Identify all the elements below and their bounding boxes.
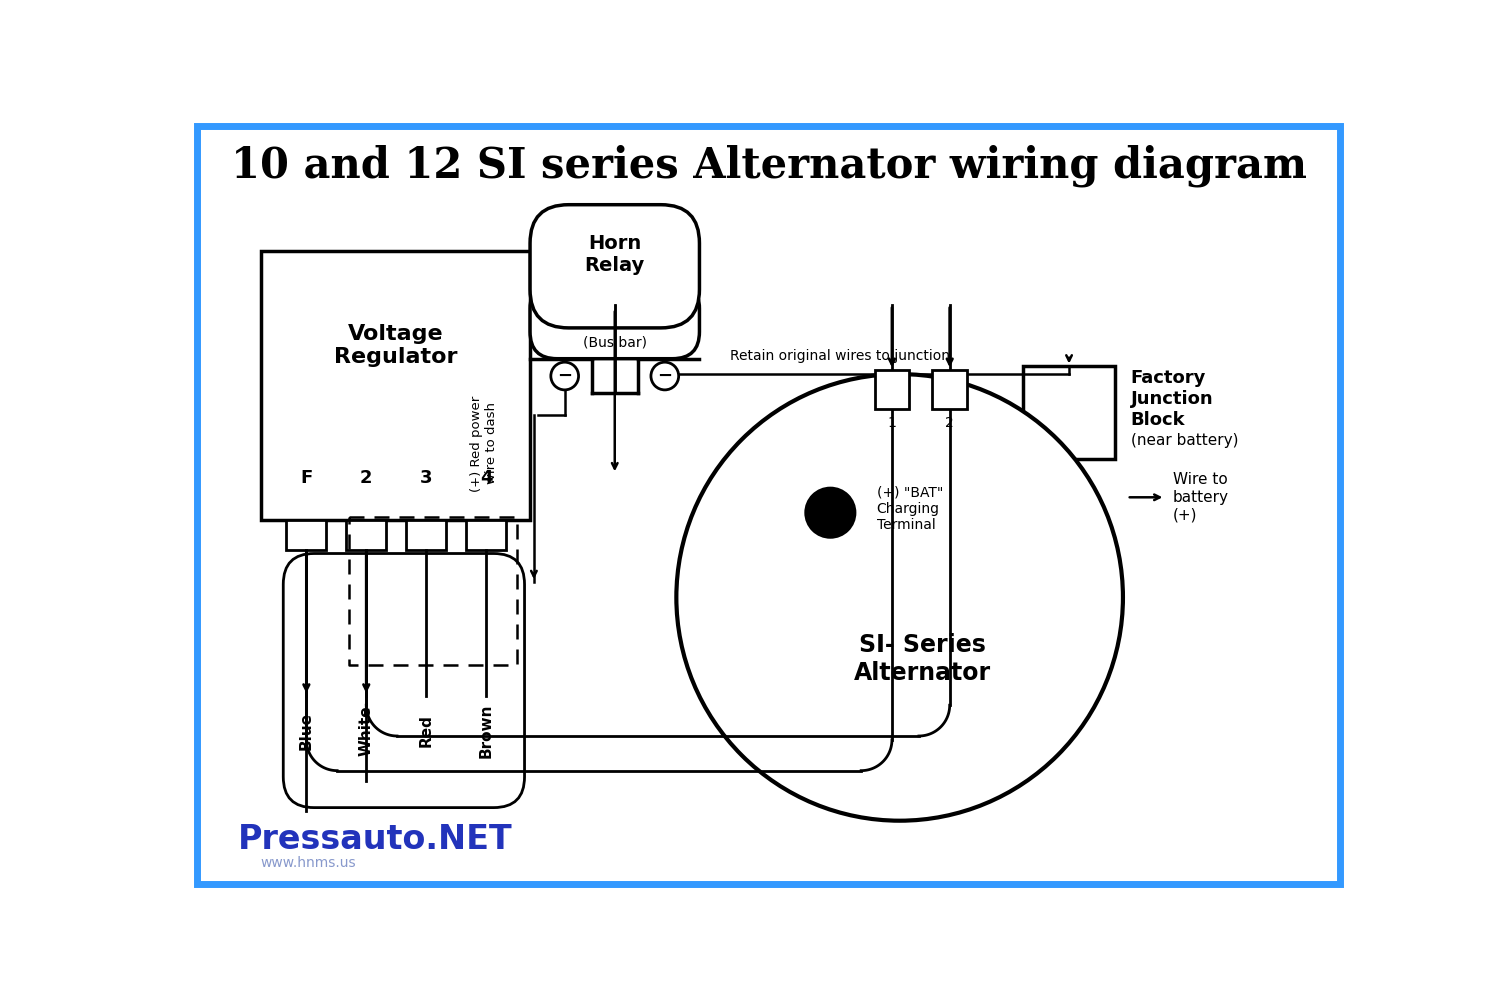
FancyBboxPatch shape xyxy=(874,370,909,409)
Text: Retain original wires to junction: Retain original wires to junction xyxy=(730,349,951,363)
Text: Brown: Brown xyxy=(478,703,494,758)
FancyBboxPatch shape xyxy=(933,370,968,409)
Text: Horn
Relay: Horn Relay xyxy=(585,234,645,275)
Text: −: − xyxy=(657,367,672,385)
Text: Wire to
battery
(+): Wire to battery (+) xyxy=(1173,472,1228,522)
Text: 10 and 12 SI series Alternator wiring diagram: 10 and 12 SI series Alternator wiring di… xyxy=(231,145,1306,187)
Text: 2: 2 xyxy=(360,469,372,487)
Text: (Bus bar): (Bus bar) xyxy=(582,335,646,349)
Text: (+) "BAT"
Charging
Terminal: (+) "BAT" Charging Terminal xyxy=(876,486,944,532)
Circle shape xyxy=(676,374,1124,821)
Text: www.hnms.us: www.hnms.us xyxy=(261,856,356,870)
Text: Voltage
Regulator: Voltage Regulator xyxy=(333,324,458,367)
Text: 4: 4 xyxy=(480,469,492,487)
Text: (near battery): (near battery) xyxy=(1131,433,1238,448)
Text: (+) Red power
wire to dash: (+) Red power wire to dash xyxy=(470,395,498,492)
Text: Blue: Blue xyxy=(298,712,314,750)
FancyBboxPatch shape xyxy=(530,205,699,328)
FancyBboxPatch shape xyxy=(1023,366,1114,459)
Text: White: White xyxy=(358,705,374,756)
FancyBboxPatch shape xyxy=(466,520,506,550)
Circle shape xyxy=(806,488,855,537)
FancyBboxPatch shape xyxy=(346,520,387,550)
Text: SI- Series
Alternator: SI- Series Alternator xyxy=(853,633,992,685)
Text: Factory
Junction
Block: Factory Junction Block xyxy=(1131,369,1214,429)
Text: 3: 3 xyxy=(420,469,432,487)
Text: 1: 1 xyxy=(888,416,897,430)
Text: Pressauto.NET: Pressauto.NET xyxy=(237,823,512,856)
Text: Red: Red xyxy=(419,714,434,747)
Circle shape xyxy=(651,362,678,390)
Circle shape xyxy=(550,362,579,390)
Text: 2: 2 xyxy=(945,416,954,430)
FancyBboxPatch shape xyxy=(406,520,445,550)
Text: F: F xyxy=(300,469,312,487)
FancyBboxPatch shape xyxy=(286,520,327,550)
FancyBboxPatch shape xyxy=(261,251,530,520)
Text: −: − xyxy=(556,367,573,385)
FancyBboxPatch shape xyxy=(198,126,1340,884)
FancyBboxPatch shape xyxy=(530,282,699,359)
